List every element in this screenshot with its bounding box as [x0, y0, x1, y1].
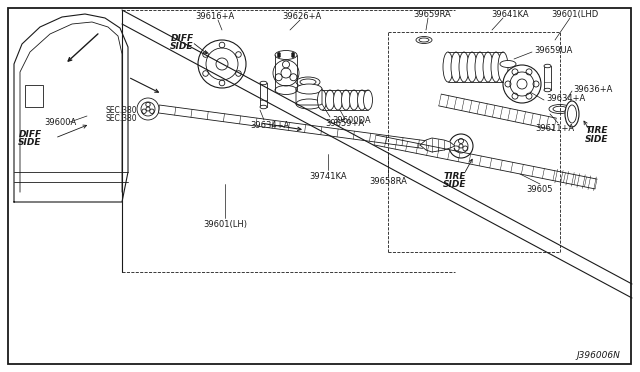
- Text: 39659UA: 39659UA: [534, 45, 572, 55]
- Ellipse shape: [498, 52, 508, 82]
- Ellipse shape: [349, 90, 358, 110]
- Ellipse shape: [491, 52, 501, 82]
- Circle shape: [277, 52, 280, 55]
- Text: SIDE: SIDE: [585, 135, 609, 144]
- Ellipse shape: [544, 88, 551, 92]
- Ellipse shape: [549, 105, 571, 113]
- Ellipse shape: [296, 84, 322, 94]
- Text: TIRE: TIRE: [444, 171, 467, 180]
- Ellipse shape: [544, 64, 551, 68]
- Text: 39659+A: 39659+A: [325, 119, 365, 128]
- Text: SIDE: SIDE: [444, 180, 467, 189]
- Ellipse shape: [358, 90, 367, 110]
- Text: DIFF: DIFF: [170, 33, 193, 42]
- Ellipse shape: [459, 52, 469, 82]
- Ellipse shape: [364, 90, 372, 110]
- Bar: [544, 66, 551, 90]
- Text: SEC.380: SEC.380: [105, 113, 136, 122]
- Text: 39605: 39605: [527, 185, 553, 193]
- Ellipse shape: [317, 90, 326, 110]
- Ellipse shape: [296, 77, 320, 87]
- Circle shape: [292, 55, 294, 58]
- Ellipse shape: [443, 52, 453, 82]
- Text: J396006N: J396006N: [576, 351, 620, 360]
- Text: 39659RA: 39659RA: [413, 10, 451, 19]
- Ellipse shape: [475, 52, 485, 82]
- Ellipse shape: [483, 52, 493, 82]
- Ellipse shape: [416, 36, 432, 44]
- Ellipse shape: [326, 90, 335, 110]
- Ellipse shape: [451, 52, 461, 82]
- Bar: [25, 85, 43, 107]
- Text: 39616+A: 39616+A: [195, 12, 235, 20]
- Ellipse shape: [296, 99, 322, 109]
- Circle shape: [292, 52, 294, 55]
- Text: 39634+A: 39634+A: [546, 93, 585, 103]
- Text: SIDE: SIDE: [19, 138, 42, 147]
- Text: TIRE: TIRE: [586, 125, 608, 135]
- Text: 39634+A: 39634+A: [250, 121, 290, 129]
- Circle shape: [277, 55, 280, 58]
- Text: 39600DA: 39600DA: [332, 115, 371, 125]
- Text: 39611+A: 39611+A: [536, 124, 575, 132]
- Bar: [260, 83, 267, 107]
- Circle shape: [449, 134, 473, 158]
- Ellipse shape: [342, 90, 351, 110]
- Circle shape: [198, 40, 246, 88]
- Text: 39636+A: 39636+A: [573, 84, 612, 93]
- Text: 39658RA: 39658RA: [369, 177, 407, 186]
- Text: 39626+A: 39626+A: [282, 12, 322, 20]
- Ellipse shape: [275, 51, 297, 60]
- Text: 39741KA: 39741KA: [309, 172, 347, 181]
- Ellipse shape: [333, 90, 342, 110]
- Ellipse shape: [260, 81, 267, 85]
- Ellipse shape: [467, 52, 477, 82]
- Text: 39641KA: 39641KA: [491, 10, 529, 19]
- Text: 39600A: 39600A: [44, 118, 76, 126]
- Ellipse shape: [565, 101, 579, 127]
- Text: SIDE: SIDE: [170, 42, 194, 51]
- Text: DIFF: DIFF: [19, 129, 42, 138]
- Circle shape: [503, 65, 541, 103]
- Ellipse shape: [260, 105, 267, 109]
- Text: 39601(LH): 39601(LH): [203, 220, 247, 229]
- Ellipse shape: [275, 86, 297, 94]
- Ellipse shape: [500, 61, 516, 67]
- Text: 39601(LHD: 39601(LHD: [552, 10, 598, 19]
- Circle shape: [137, 98, 159, 120]
- Text: SEC.380: SEC.380: [105, 106, 136, 115]
